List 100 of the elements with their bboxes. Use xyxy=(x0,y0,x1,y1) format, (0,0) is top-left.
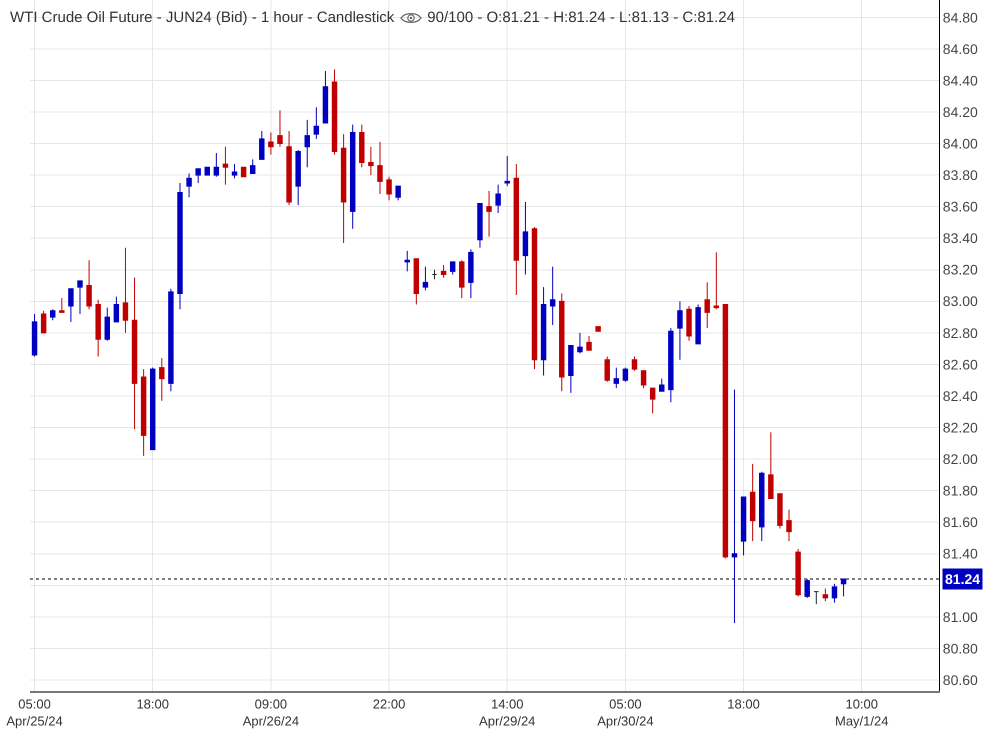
y-tick-label: 83.20 xyxy=(942,262,978,278)
candlestick xyxy=(159,358,165,402)
y-tick-label: 82.40 xyxy=(942,388,978,404)
candlestick xyxy=(814,591,820,605)
candlestick xyxy=(559,292,564,392)
candlestick xyxy=(250,158,256,174)
candlestick xyxy=(104,307,110,342)
x-tick-label: 09:00 Apr/26/24 xyxy=(242,696,300,728)
candlestick xyxy=(468,248,474,299)
candlestick xyxy=(222,146,228,186)
candlestick xyxy=(186,173,192,198)
y-tick-label: 84.80 xyxy=(942,9,978,26)
candlestick xyxy=(732,389,738,624)
y-tick-label: 80.80 xyxy=(942,640,978,656)
candlestick xyxy=(322,70,328,124)
candlestick xyxy=(714,252,720,310)
candlestick xyxy=(504,156,510,187)
candlestick xyxy=(632,356,638,372)
candlestick xyxy=(677,300,683,360)
y-tick-label: 82.20 xyxy=(942,419,978,436)
candlestick xyxy=(650,388,656,414)
y-tick-label: 84.20 xyxy=(942,104,978,120)
candlestick xyxy=(332,68,338,156)
candlestick xyxy=(50,308,56,321)
candlestick xyxy=(495,184,501,214)
candlestick xyxy=(750,463,756,542)
y-tick-label: 82.00 xyxy=(942,450,978,467)
x-tick-label: 10:00 May/1/24 xyxy=(834,696,888,728)
text: 90/100 - O:81.21 - H:81.24 - L:81.13 - C:81.24 xyxy=(427,9,735,26)
candlestick xyxy=(604,356,610,382)
candlestick xyxy=(404,250,410,272)
candlestick xyxy=(232,164,238,179)
candlestick xyxy=(150,367,156,450)
candlestick xyxy=(522,201,528,276)
candlestick xyxy=(786,509,792,542)
candlestick xyxy=(204,166,210,176)
candlestick xyxy=(704,282,710,329)
candlestick xyxy=(486,190,492,238)
candlestick xyxy=(359,124,365,168)
candlestick xyxy=(140,368,146,456)
candlestick xyxy=(368,146,374,176)
y-tick-label: 83.60 xyxy=(942,198,978,215)
candlestick xyxy=(695,304,701,344)
candlestick xyxy=(95,299,101,358)
candlestick xyxy=(259,130,265,160)
candlestick xyxy=(777,493,783,529)
y-tick-label: 84.60 xyxy=(942,40,978,57)
y-tick-label: 81.60 xyxy=(942,514,978,530)
candlestick xyxy=(622,367,628,382)
candlestick xyxy=(86,260,92,310)
candlestick xyxy=(77,280,83,314)
candlestick xyxy=(340,134,346,244)
y-tick-label: 83.80 xyxy=(942,167,978,184)
candlestick xyxy=(377,141,383,195)
x-tick-label: 14:00 Apr/29/24 xyxy=(479,696,536,728)
y-tick-label: 80.60 xyxy=(942,672,978,688)
candlestick xyxy=(440,264,446,278)
candlestick xyxy=(122,247,128,334)
candlestick xyxy=(804,578,810,598)
candlestick xyxy=(132,277,138,430)
candlestick xyxy=(450,261,456,276)
candlestick xyxy=(32,313,38,358)
candlestick xyxy=(586,336,592,351)
candlestick xyxy=(395,186,401,201)
text: WTI Crude Oil Future - JUN24 (Bid) - 1 hour - Candlestick xyxy=(10,9,394,26)
candlestick xyxy=(614,367,620,389)
candlestick xyxy=(240,166,246,178)
candlestick xyxy=(68,288,74,322)
candlestick xyxy=(768,432,774,500)
candlestick xyxy=(668,328,674,403)
candlestick xyxy=(659,378,664,392)
x-tick-label: 05:00 Apr/30/24 xyxy=(597,696,654,728)
y-tick-label: 83.00 xyxy=(942,293,978,310)
y-tick-label: 84.40 xyxy=(942,72,978,88)
candlestick xyxy=(722,304,728,559)
candlestick xyxy=(840,578,846,597)
candlestick xyxy=(422,266,428,291)
y-tick-label: 82.60 xyxy=(942,356,978,372)
candlestick xyxy=(432,269,438,280)
y-tick-label: 81.00 xyxy=(942,608,978,625)
candlestick xyxy=(177,182,183,310)
candlestick xyxy=(640,370,646,389)
y-tick-label: 82.80 xyxy=(942,324,978,341)
candlestick xyxy=(386,176,392,201)
candlestick xyxy=(59,298,65,313)
candlestick xyxy=(214,152,220,178)
candlestick xyxy=(350,124,356,230)
candlestick xyxy=(295,149,301,206)
x-tick-label: 22:00 xyxy=(372,696,406,712)
candlestick xyxy=(477,203,483,248)
candlestick xyxy=(40,310,46,334)
candlestick xyxy=(577,332,583,354)
candlestick xyxy=(568,345,574,394)
candlestick xyxy=(686,306,692,342)
candlestick xyxy=(740,496,746,556)
candlestick xyxy=(540,286,546,376)
y-tick-label: 83.40 xyxy=(942,230,978,246)
candlestick xyxy=(195,168,201,184)
candlestick xyxy=(759,471,764,542)
candlestick xyxy=(795,548,801,597)
